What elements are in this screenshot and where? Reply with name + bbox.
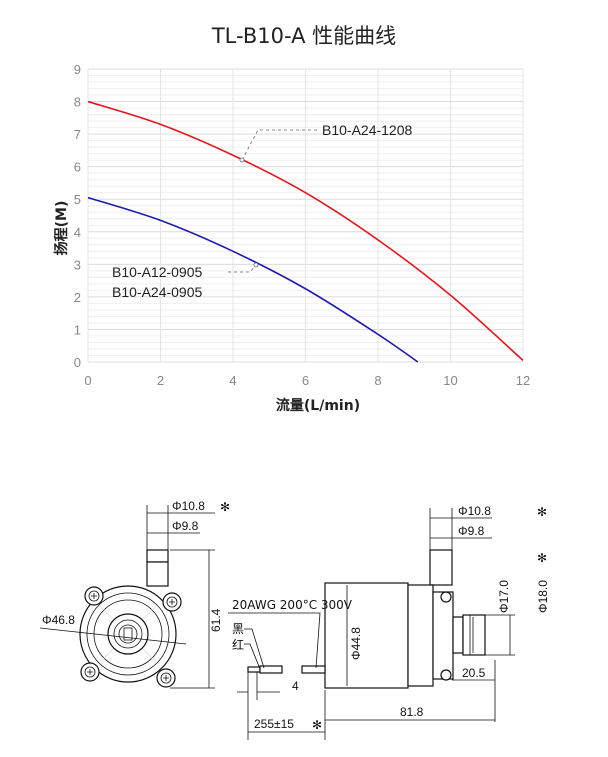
screw-icon xyxy=(80,662,100,682)
chart-title: TL-B10-A 性能曲线 xyxy=(211,24,397,48)
dim-strip-length: 4 xyxy=(292,679,299,693)
inlet-tube-side xyxy=(429,549,453,586)
x-tick-label: 0 xyxy=(84,373,91,388)
pump-housing xyxy=(407,584,434,687)
dim-inlet-inner-left: Φ9.8 xyxy=(172,519,199,533)
annotation-a24-0905: B10-A24-0905 xyxy=(112,284,203,300)
dim-outlet-18: Φ18.0 xyxy=(536,580,550,613)
y-axis-label: 扬程(M) xyxy=(53,201,70,256)
dim-body-diameter: Φ46.8 xyxy=(42,613,75,627)
front-view: Φ10.8 ✻ Φ9.8 61.4 Φ46.8 xyxy=(39,499,230,689)
inlet-tube-end xyxy=(146,549,169,563)
dim-outlet-length: 20.5 xyxy=(462,666,486,680)
series-line-1 xyxy=(87,196,419,363)
dim-inlet-outer-left: Φ10.8 xyxy=(172,499,205,513)
screw-icon xyxy=(162,592,182,612)
y-tick-label: 6 xyxy=(74,160,81,175)
screw-icon xyxy=(84,586,104,606)
leader-0905 xyxy=(228,264,257,273)
y-tick-label: 7 xyxy=(74,127,81,142)
annotations: B10-A24-1208 B10-A12-0905 B10-A24-0905 xyxy=(112,122,413,300)
wire-spec: 20AWG 200°C 300V xyxy=(232,598,353,612)
curves xyxy=(87,100,524,363)
x-tick-label: 8 xyxy=(374,373,381,388)
wire-red-label: 红 xyxy=(232,637,244,652)
star-mark: ✻ xyxy=(537,551,547,565)
x-tick-label: 10 xyxy=(443,373,457,388)
y-tick-label: 5 xyxy=(74,192,81,207)
x-tick-label: 12 xyxy=(516,373,530,388)
leader-1208-marker xyxy=(239,157,245,163)
y-tick-label: 2 xyxy=(74,290,81,305)
inlet-tube xyxy=(146,561,169,587)
wire-black-label: 黑 xyxy=(232,622,244,636)
y-tick-label: 4 xyxy=(74,225,81,240)
y-tick-label: 9 xyxy=(74,62,81,77)
star-mark: ✻ xyxy=(220,500,230,514)
dim-inlet-outer-right: Φ10.8 xyxy=(458,504,491,518)
side-view: 20AWG 200°C 300V 黑 红 4 255±15 ✻ 81.8 20.… xyxy=(228,504,550,740)
y-tick-label: 3 xyxy=(74,257,81,272)
y-tick-label: 1 xyxy=(74,322,81,337)
dim-total-length: 81.8 xyxy=(400,705,424,719)
star-mark: ✻ xyxy=(537,505,547,519)
annotation-a12-0905: B10-A12-0905 xyxy=(112,264,203,280)
x-tick-label: 6 xyxy=(302,373,309,388)
y-tick-label: 8 xyxy=(74,95,81,110)
pump-flange xyxy=(432,591,454,680)
outlet-neck xyxy=(452,616,464,654)
outlet-tube xyxy=(462,614,486,656)
dim-height: 61.4 xyxy=(209,608,223,632)
grid xyxy=(87,68,524,363)
motor-body xyxy=(324,582,409,689)
leader-1208 xyxy=(241,129,318,161)
dim-wire-length: 255±15 xyxy=(254,717,294,731)
leader-0905-marker xyxy=(253,262,259,268)
y-tick-label: 0 xyxy=(74,355,81,370)
screw-icon xyxy=(156,668,176,688)
dim-motor-diameter: Φ44.8 xyxy=(349,627,363,660)
x-axis-label: 流量(L/min) xyxy=(276,397,360,414)
x-tick-label: 2 xyxy=(157,373,164,388)
series-line-0 xyxy=(87,100,524,361)
pump-body-ring xyxy=(86,592,170,676)
dim-outlet-17: Φ17.0 xyxy=(497,580,511,613)
star-mark: ✻ xyxy=(312,718,322,732)
x-tick-label: 4 xyxy=(229,373,236,388)
annotation-1208: B10-A24-1208 xyxy=(322,122,413,138)
dim-inlet-inner-right: Φ9.8 xyxy=(458,524,485,538)
